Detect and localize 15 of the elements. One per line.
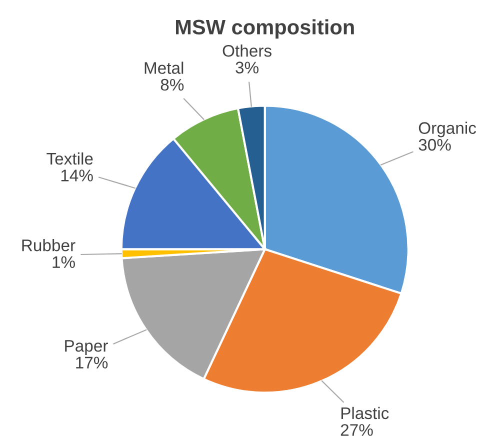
slice-label: Organic [418,122,476,138]
data-label: 14% [61,170,93,182]
data-label: 30% [418,138,451,151]
data-label: 8% [160,78,184,91]
slice-label: Paper [65,340,108,356]
data-label: 17% [76,356,108,368]
slice-label: Plastic [341,406,389,420]
chart-title: MSW composition [176,19,354,39]
data-label: 1% [52,256,75,268]
data-label: 3% [236,62,258,74]
data-label: 27% [340,424,373,436]
slice-label: Textile [46,152,93,165]
slice-label: Rubber [22,239,76,252]
slice-label: Metal [144,62,184,74]
slice-label: Others [222,44,272,57]
